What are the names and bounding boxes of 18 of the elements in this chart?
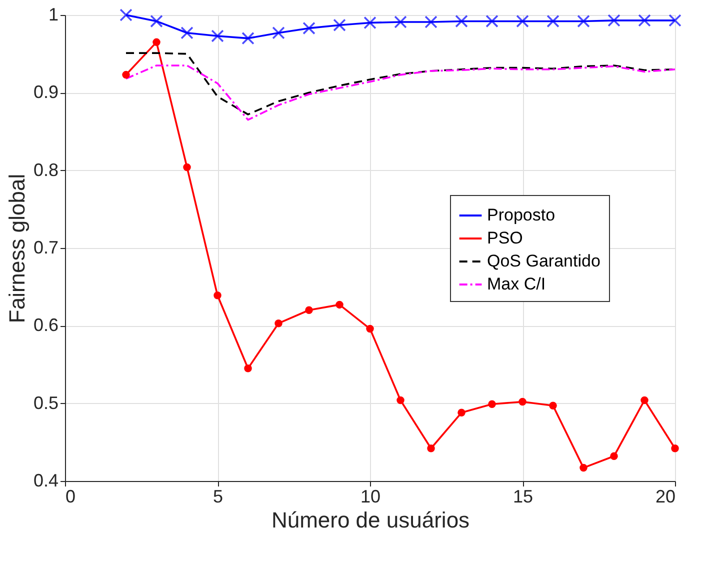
x-tick-label: 20	[655, 486, 676, 506]
x-tick-label: 5	[212, 486, 224, 506]
legend-label: Proposto	[487, 206, 556, 224]
x-tick-label: 10	[360, 486, 381, 506]
y-tick-label: 0.4	[33, 470, 58, 490]
x-tick-label: 0	[66, 486, 76, 506]
legend-label: Max C/I	[487, 274, 546, 294]
y-tick-label: 0.5	[33, 392, 58, 413]
x-axis-title: Número de usuários	[271, 508, 470, 532]
legend-label: QoS Garantido	[487, 252, 600, 270]
y-tick-label: 0.7	[33, 238, 58, 258]
y-axis-title: Fairness global	[4, 174, 30, 324]
y-tick-label: 0.6	[33, 315, 58, 336]
y-tick-label: 0.8	[33, 160, 58, 180]
y-tick-label: 1	[48, 4, 58, 24]
x-tick-label: 15	[512, 486, 534, 506]
y-tick-label: 0.9	[33, 82, 58, 102]
legend-label: PSO	[487, 228, 523, 248]
